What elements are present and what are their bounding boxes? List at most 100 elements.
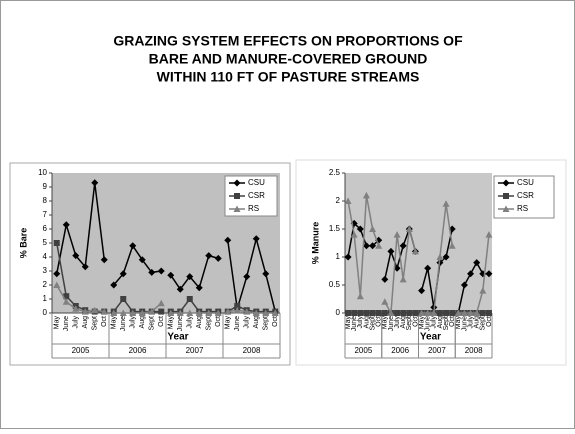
legend-marker: [503, 193, 509, 199]
legend-label: CSR: [248, 191, 265, 200]
x-tick-label: Aug: [363, 316, 370, 329]
marker: [362, 242, 370, 250]
marker: [119, 270, 127, 278]
marker: [381, 275, 389, 283]
marker: [485, 231, 493, 238]
marker: [449, 310, 456, 316]
marker: [233, 306, 241, 314]
y-tick-label: 8: [43, 196, 48, 205]
marker: [460, 309, 468, 316]
marker: [436, 310, 443, 316]
x-tick-label: Oct: [376, 316, 383, 327]
marker: [205, 252, 213, 260]
marker: [148, 268, 156, 276]
marker: [157, 267, 165, 275]
marker: [195, 284, 203, 292]
x-tick-label: Oct: [449, 316, 456, 327]
x-tick-label: Aug: [400, 316, 407, 329]
marker: [363, 310, 370, 316]
y-tick-label: 1: [336, 252, 341, 261]
x-tick-label: Aug: [82, 316, 89, 329]
marker: [467, 309, 475, 316]
x-tick-label: Aug: [437, 316, 444, 329]
x-tick-label: Sept: [149, 316, 156, 330]
marker: [138, 309, 146, 316]
legend-label: RS: [517, 204, 528, 213]
legend-label: CSR: [517, 191, 534, 200]
x-tick-label: May: [225, 316, 232, 330]
marker: [243, 273, 251, 281]
marker: [369, 225, 377, 232]
title-line: WITHIN 110 FT OF PASTURE STREAMS: [157, 69, 420, 85]
marker: [436, 253, 444, 260]
marker: [157, 299, 165, 307]
x-axis-label: Year: [167, 332, 188, 343]
marker: [405, 225, 413, 232]
marker: [110, 281, 118, 289]
marker: [351, 310, 358, 316]
marker: [350, 231, 358, 238]
marker: [138, 256, 146, 264]
x-tick-label: June: [120, 316, 127, 331]
y-tick-label: 2: [43, 280, 48, 289]
x-tick-label: Sept: [206, 316, 213, 330]
marker: [381, 298, 389, 305]
marker: [442, 200, 450, 207]
marker: [262, 309, 270, 316]
marker: [62, 298, 70, 305]
x-tick-label: Oct: [101, 316, 108, 327]
marker: [375, 310, 382, 316]
plot-area: [345, 173, 492, 313]
marker: [344, 253, 352, 261]
x-tick-label: July: [73, 316, 80, 329]
marker: [430, 309, 438, 316]
x-tick-label: July: [394, 316, 401, 329]
x-tick-label: Oct: [215, 316, 222, 327]
x-tick-label: Sept: [92, 316, 99, 330]
group-label: 2005: [354, 346, 372, 355]
y-tick-label: 0.5: [329, 280, 341, 289]
group-label: 2006: [129, 346, 147, 355]
marker: [357, 310, 364, 316]
legend-label: CSU: [517, 178, 534, 187]
marker: [400, 310, 407, 316]
marker: [399, 275, 407, 283]
marker: [485, 310, 492, 316]
x-tick-label: May: [382, 316, 389, 330]
marker: [100, 256, 108, 264]
x-tick-label: June: [425, 316, 432, 331]
y-tick-label: 10: [38, 168, 47, 177]
marker: [62, 221, 70, 229]
marker: [110, 309, 118, 316]
marker: [186, 296, 193, 302]
legend-label: RS: [248, 204, 259, 213]
y-tick-label: 6: [43, 224, 48, 233]
marker: [252, 309, 260, 316]
y-tick-label: 9: [43, 182, 48, 191]
x-tick-label: July: [187, 316, 194, 329]
legend-marker: [502, 205, 510, 212]
marker: [72, 305, 80, 312]
y-tick-label: 4: [43, 252, 48, 261]
group-label: 2008: [465, 346, 483, 355]
y-tick-label: 3: [43, 266, 48, 275]
marker: [72, 252, 80, 260]
marker: [442, 253, 450, 261]
x-tick-label: May: [168, 316, 175, 330]
marker: [224, 236, 232, 244]
marker: [454, 309, 462, 316]
series-line: [227, 235, 276, 312]
marker: [394, 310, 401, 316]
marker: [362, 191, 370, 199]
marker: [485, 270, 493, 278]
x-tick-label: June: [388, 316, 395, 331]
marker: [406, 310, 413, 316]
marker: [387, 309, 395, 316]
x-tick-label: Oct: [486, 316, 493, 327]
series-line: [384, 228, 417, 316]
marker: [214, 254, 222, 262]
x-tick-label: Oct: [272, 316, 279, 327]
marker: [63, 293, 70, 300]
x-tick-label: July: [467, 316, 474, 329]
marker: [473, 259, 481, 267]
